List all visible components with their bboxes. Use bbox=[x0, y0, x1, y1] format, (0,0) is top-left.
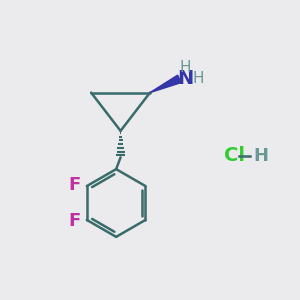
Text: F: F bbox=[68, 212, 81, 230]
Text: H: H bbox=[193, 71, 204, 86]
Text: N: N bbox=[177, 69, 194, 88]
Polygon shape bbox=[150, 75, 181, 93]
Text: F: F bbox=[68, 176, 81, 194]
Text: H: H bbox=[253, 147, 268, 165]
Text: Cl: Cl bbox=[224, 146, 244, 165]
Text: H: H bbox=[180, 60, 191, 75]
